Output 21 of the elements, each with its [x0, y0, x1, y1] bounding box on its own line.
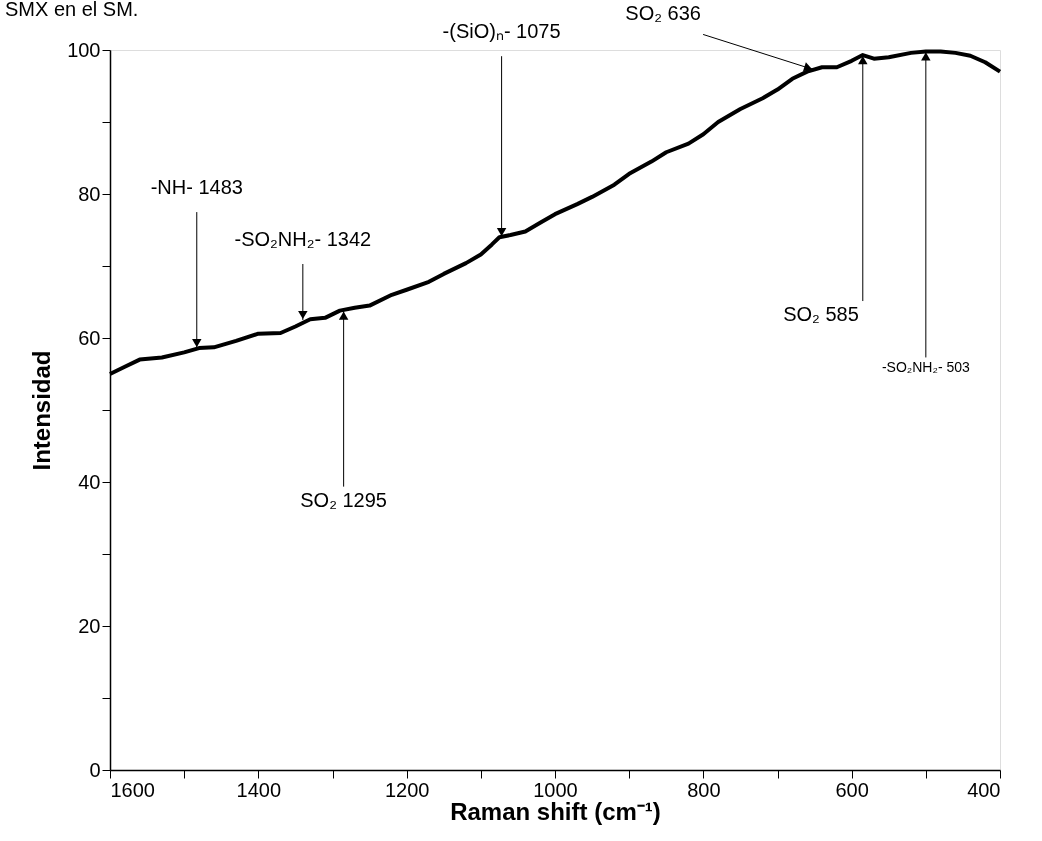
annotation: SO₂ 636: [625, 2, 701, 25]
x-tick-label: 400: [967, 778, 1001, 801]
y-tick-label: 0: [89, 758, 101, 781]
annotation: SO₂ 585: [783, 303, 859, 326]
y-axis-title: Intensidad: [28, 350, 56, 471]
x-tick-label: 600: [835, 778, 869, 801]
y-tick-label: 40: [78, 470, 101, 493]
y-tick-label: 80: [78, 182, 101, 205]
y-tick-label: 20: [78, 614, 101, 637]
annotation: SO₂ 1295: [300, 488, 387, 511]
x-tick-label: 1600: [110, 778, 155, 801]
y-tick-label: 100: [67, 38, 101, 61]
chart-title: SMX en el SM.: [5, 0, 139, 20]
x-tick-label: 1400: [236, 778, 282, 801]
y-tick-label: 60: [78, 326, 101, 349]
annotation: -(SiO)ₙ- 1075: [442, 20, 561, 43]
annotation: -NH- 1483: [150, 176, 243, 199]
annotation: -SO₂NH₂- 1342: [234, 228, 372, 250]
x-tick-label: 800: [687, 778, 721, 801]
annotation: -SO₂NH₂- 503: [881, 359, 970, 376]
x-tick-label: 1200: [384, 778, 430, 801]
